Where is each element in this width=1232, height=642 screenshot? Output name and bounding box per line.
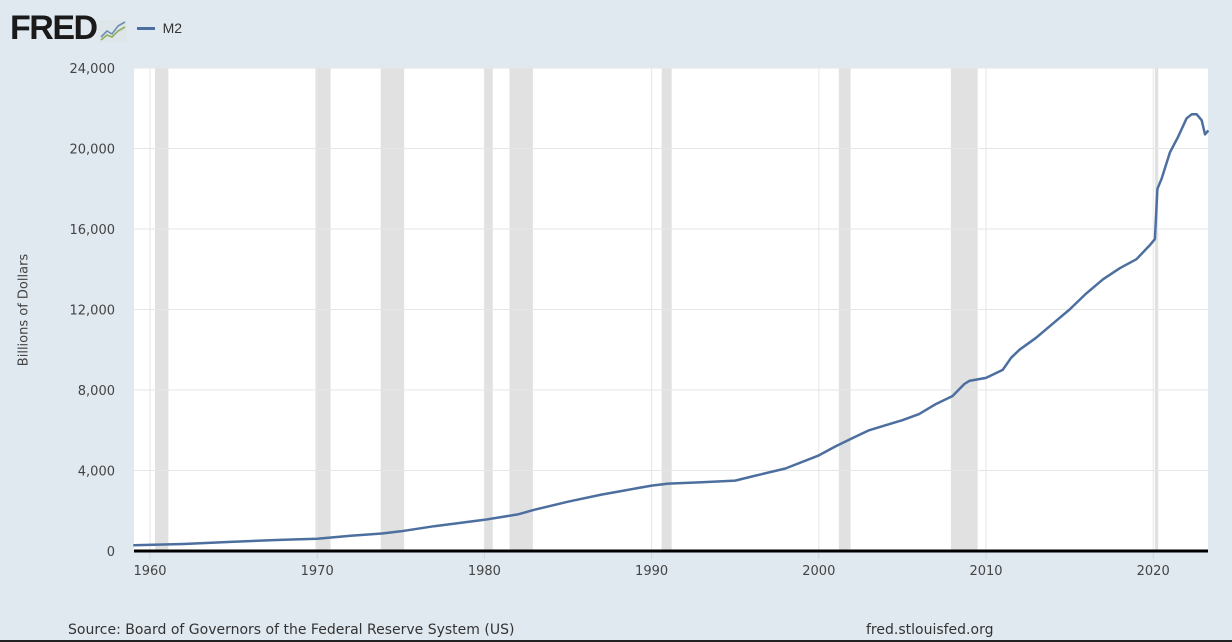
x-tick-label: 1980 (468, 564, 501, 579)
x-tick-label: 1990 (635, 564, 668, 579)
x-tick-label: 2000 (802, 564, 835, 579)
y-tick-label: 12,000 (70, 304, 116, 319)
series-line-m2[interactable] (133, 113, 1210, 547)
x-tick-label: 2010 (969, 564, 1002, 579)
y-tick-label: 4,000 (78, 465, 115, 480)
legend-item-m2[interactable]: M2 (136, 20, 183, 36)
y-tick-label: 16,000 (70, 223, 116, 238)
fred-logo[interactable]: FRED (10, 9, 98, 47)
source-note: Source: Board of Governors of the Federa… (68, 622, 515, 638)
x-tick-label: 1970 (301, 564, 334, 579)
y-tick-label: 0 (107, 545, 115, 560)
site-link[interactable]: fred.stlouisfed.org (866, 622, 994, 638)
legend-swatch (136, 26, 155, 30)
legend-label: M2 (162, 20, 183, 36)
x-tick-label: 2020 (1137, 564, 1170, 579)
y-tick-label: 8,000 (78, 384, 115, 399)
y-tick-label: 24,000 (70, 62, 116, 77)
chart-header: FRED M2 (10, 8, 182, 48)
y-tick-label: 20,000 (70, 143, 116, 158)
line-chart-icon (98, 20, 127, 42)
y-axis-label: Billions of Dollars (16, 253, 32, 367)
x-tick-label: 1960 (133, 564, 166, 579)
bottom-divider (0, 640, 1232, 642)
